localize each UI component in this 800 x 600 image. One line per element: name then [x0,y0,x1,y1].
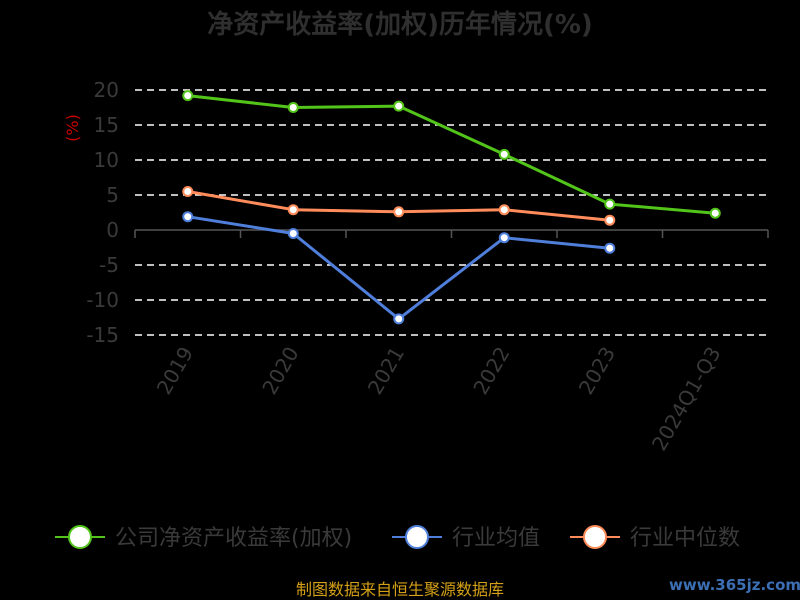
y-tick-label: 0 [106,218,119,242]
data-point [498,232,510,244]
y-tick-label: 10 [94,148,119,172]
x-tick-label: 2023 [574,343,620,399]
x-tick-label: 2024Q1-Q3 [647,343,726,455]
data-point [498,148,510,160]
y-tick-label: 5 [106,183,119,207]
y-tick-label: -5 [99,253,119,277]
y-axis: 20 15 10 5 0 -5 -10 -15 [86,78,119,347]
series-1 [182,211,616,325]
series-0 [182,90,721,219]
legend-item-2: 行业中位数 [570,525,740,551]
chart-title: 净资产收益率(加权)历年情况(%) [207,9,593,40]
data-point [498,204,510,216]
series-2 [182,186,616,226]
data-point [393,100,405,112]
y-tick-label: -15 [86,323,119,347]
y-tick-label: 20 [94,78,119,102]
data-point [393,206,405,218]
watermark: www.365jz.com [669,576,800,594]
legend-marker [68,525,92,549]
data-point [709,207,721,219]
data-point [393,313,405,325]
y-axis-unit-label: (%) [63,114,82,142]
x-tick-label: 2022 [468,343,514,399]
data-point [182,90,194,102]
data-point [604,198,616,210]
data-point [604,242,616,254]
legend-label: 行业中位数 [630,526,740,551]
y-tick-label: 15 [94,113,119,137]
source-note: 制图数据来自恒生聚源数据库 [296,580,504,599]
grid-lines [135,89,768,336]
data-point [182,211,194,223]
data-point [287,228,299,239]
x-tick-label: 2019 [152,343,198,399]
legend-label: 行业均值 [452,526,540,551]
data-point [287,204,299,216]
data-point [182,186,194,197]
series-line [187,94,716,215]
legend-label: 公司净资产收益率(加权) [115,526,352,551]
legend-marker [583,525,607,549]
legend: 公司净资产收益率(加权) 行业均值 行业中位数 [55,525,740,551]
data-point [287,102,299,113]
y-tick-label: -10 [86,288,119,312]
x-tick-label: 2020 [257,343,303,399]
series-layer [182,90,721,325]
legend-item-0: 公司净资产收益率(加权) [55,525,352,551]
series-line [187,215,610,321]
legend-item-1: 行业均值 [392,525,540,551]
data-point [604,214,616,226]
legend-marker [405,525,429,549]
x-axis: 2019 2020 2021 2022 2023 2024Q1-Q3 [134,229,769,455]
x-tick-label: 2021 [363,343,409,399]
